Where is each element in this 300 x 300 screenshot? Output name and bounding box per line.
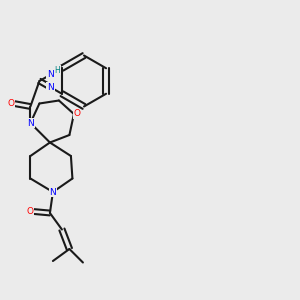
Text: N: N bbox=[27, 118, 34, 127]
Text: H: H bbox=[54, 66, 60, 75]
Text: N: N bbox=[50, 188, 56, 196]
Text: N: N bbox=[47, 70, 54, 79]
Text: O: O bbox=[8, 99, 14, 108]
Text: O: O bbox=[74, 110, 80, 118]
Text: O: O bbox=[26, 207, 33, 216]
Text: N: N bbox=[47, 83, 54, 92]
